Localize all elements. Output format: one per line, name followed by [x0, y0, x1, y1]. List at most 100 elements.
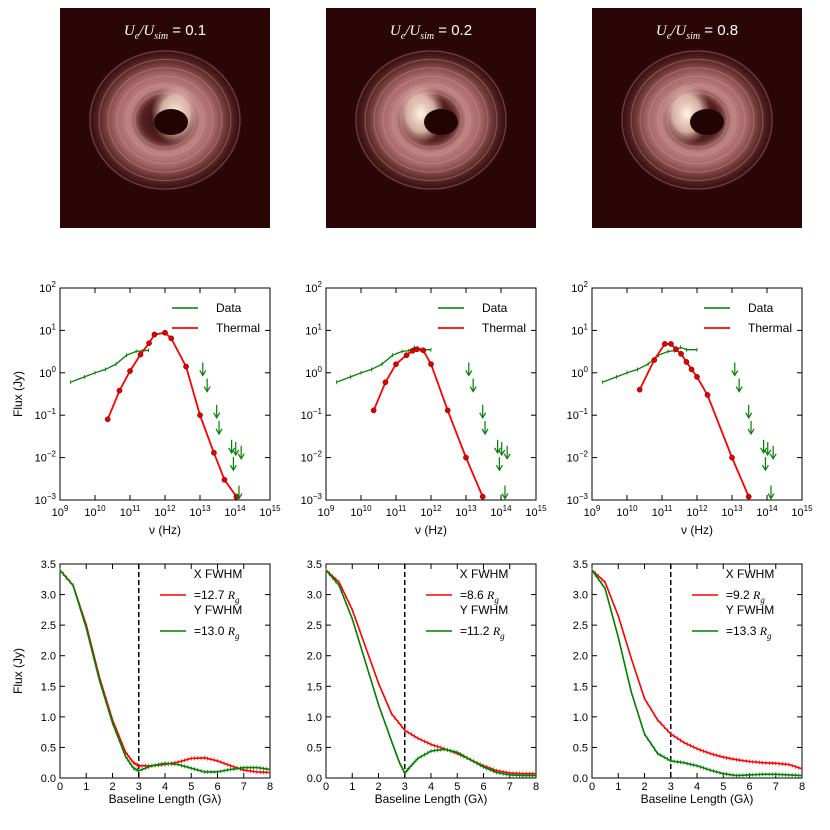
- thermal-point: [673, 346, 679, 353]
- y-tick-label: 10−2: [35, 450, 57, 465]
- thermal-point: [151, 331, 158, 338]
- y-tick-label: 3.0: [307, 590, 322, 602]
- thermal-point: [444, 407, 451, 414]
- x-tick-label: 2: [375, 781, 381, 793]
- upper-limit-arrowhead: [498, 449, 506, 457]
- x-axis-label: ν (Hz): [415, 523, 447, 537]
- y-tick-label: 2.5: [41, 620, 56, 632]
- y-tick-label: 100: [305, 365, 322, 380]
- disk-ring: [373, 67, 489, 173]
- x-tick-label: 8: [267, 781, 273, 793]
- legend-y-fwhm-value: =13.0 Rg: [194, 624, 240, 641]
- upper-limit-arrowhead: [213, 412, 221, 420]
- disk-ring: [125, 83, 205, 157]
- visibility-chart-1: 0 1 2 3 4 5 6 7 8 0.0 0.5 1.0 1.5 2.0 2.5 3.0 3.5 Baselin…: [11, 559, 273, 806]
- thermal-point: [420, 347, 427, 354]
- x-tick-label: 1011: [120, 504, 141, 519]
- legend-x-fwhm-value: =9.2 Rg: [726, 588, 765, 605]
- upper-limit-arrowhead: [501, 493, 509, 500]
- x-tick-label: 8: [533, 781, 539, 793]
- y-tick-label: 101: [39, 322, 56, 337]
- x-tick-label: 1013: [721, 504, 743, 519]
- thermal-point: [651, 357, 658, 363]
- disk-ring: [89, 50, 241, 190]
- x-tick-label: 1012: [420, 504, 442, 519]
- y-axis-label: Flux (Jy): [11, 371, 25, 417]
- plot-frame: [325, 287, 537, 501]
- y-tick-label: 3.5: [41, 559, 56, 571]
- x-tick-label: 4: [428, 781, 434, 793]
- y-tick-label: 1.0: [307, 712, 322, 724]
- x-tick-label: 5: [188, 781, 194, 793]
- thermal-point: [661, 341, 668, 347]
- y-tick-label: 10−3: [567, 492, 589, 507]
- thermal-point: [745, 493, 752, 500]
- x-tick-label: 1: [615, 781, 621, 793]
- legend-thermal-label: Thermal: [216, 321, 260, 335]
- y-tick-label: 3.0: [573, 590, 588, 602]
- x-tick-label: 1010: [84, 504, 106, 519]
- y-tick-label: 3.5: [307, 559, 322, 571]
- legend-thermal-label: Thermal: [748, 321, 792, 335]
- upper-limit-arrowhead: [237, 453, 245, 460]
- upper-limit-arrowhead: [764, 449, 772, 457]
- x-axis-label: ν (Hz): [681, 523, 713, 537]
- x-tick-label: 7: [773, 781, 779, 793]
- legend-x-fwhm-label: X FWHM: [460, 567, 509, 581]
- plot-frame: [59, 287, 271, 501]
- x-tick-label: 5: [454, 781, 460, 793]
- x-tick-label: 1014: [490, 504, 512, 519]
- x-tick-label: 1010: [350, 504, 372, 519]
- x-tick-label: 1013: [455, 504, 477, 519]
- y-tick-label: 102: [571, 280, 588, 295]
- y-tick-label: 0.0: [573, 773, 588, 785]
- x-tick-label: 6: [746, 781, 752, 793]
- x-tick-label: 109: [52, 504, 69, 519]
- x-tick-label: 8: [799, 781, 805, 793]
- x-tick-label: 1013: [189, 504, 211, 519]
- y-tick-label: 0.5: [573, 742, 588, 754]
- legend-y-fwhm-label: Y FWHM: [194, 603, 242, 617]
- upper-limit-arrowhead: [760, 447, 768, 454]
- legend-y-fwhm-value: =13.3 Rg: [726, 624, 772, 641]
- x-axis-label: Baseline Length (Gλ): [109, 792, 222, 806]
- plot-frame: [59, 563, 271, 779]
- thermal-point: [137, 351, 144, 358]
- upper-limit-arrowhead: [469, 386, 477, 393]
- image-panel-3: Ue/Usim = 0.8: [592, 8, 802, 228]
- x-tick-label: 2: [641, 781, 647, 793]
- legend-y-fwhm-value: =11.2 Rg: [460, 624, 505, 641]
- thermal-point: [104, 416, 111, 423]
- y-tick-label: 3.5: [573, 559, 588, 571]
- y-tick-label: 10−1: [567, 407, 589, 422]
- upper-limit-arrowhead: [479, 412, 487, 420]
- thermal-point: [382, 379, 389, 386]
- thermal-point: [221, 476, 228, 483]
- x-tick-label: 1015: [259, 504, 281, 519]
- disk-ring: [355, 50, 507, 190]
- y-tick-label: 10−3: [301, 492, 323, 507]
- y-tick-label: 102: [39, 280, 56, 295]
- thermal-point: [146, 340, 152, 347]
- upper-limit-arrowhead: [747, 428, 755, 436]
- thermal-point: [668, 341, 674, 347]
- sed-chart-3: 109 1010 1011 1012 1013 1014 1015 10−3 10−2 10−1 1…: [567, 280, 813, 537]
- image-panel-2: Ue/Usim = 0.2: [326, 8, 536, 228]
- disk-ring: [382, 75, 480, 165]
- y-tick-label: 0.5: [41, 742, 56, 754]
- thermal-point: [162, 329, 168, 336]
- x-tick-label: 0: [589, 781, 595, 793]
- x-tick-label: 1012: [686, 504, 708, 519]
- x-tick-label: 6: [214, 781, 220, 793]
- y-tick-label: 1.0: [573, 712, 588, 724]
- y-tick-label: 2.0: [573, 651, 588, 663]
- legend-y-fwhm-label: Y FWHM: [726, 603, 774, 617]
- x-tick-label: 1014: [756, 504, 778, 519]
- x-tick-label: 109: [318, 504, 335, 519]
- black-hole-shadow: [154, 109, 188, 135]
- x-tick-label: 1011: [652, 504, 673, 519]
- black-hole-shadow: [690, 109, 724, 135]
- y-tick-label: 102: [305, 280, 322, 295]
- x-tick-label: 1015: [791, 504, 813, 519]
- upper-limit-arrowhead: [235, 493, 243, 500]
